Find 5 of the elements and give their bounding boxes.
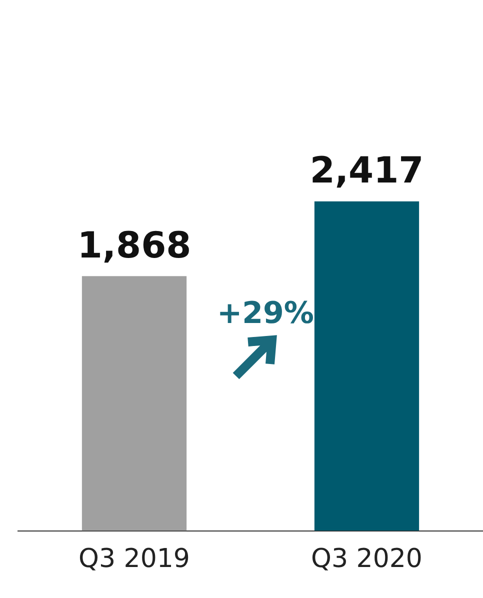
- data-label: 1,868: [77, 226, 192, 267]
- x-tick-label: Q3 2020: [311, 544, 422, 574]
- data-label: 2,417: [310, 150, 424, 192]
- annotation: +29%: [217, 296, 314, 331]
- x-tick-label: Q3 2019: [78, 544, 190, 574]
